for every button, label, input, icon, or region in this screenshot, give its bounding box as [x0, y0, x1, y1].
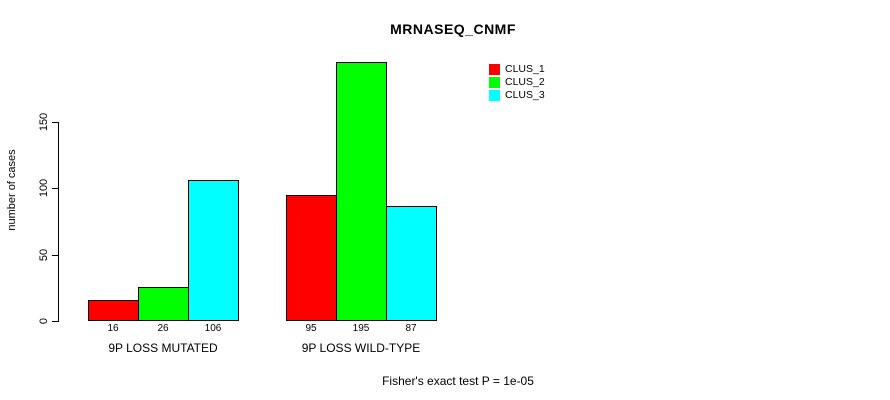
bar-value-label: 106 [204, 323, 222, 334]
bar-clus_2-1 [138, 286, 189, 321]
legend-label: CLUS_1 [505, 63, 545, 75]
annotation-text: Fisher's exact test P = 1e-05 [382, 374, 534, 388]
legend-label: CLUS_3 [505, 89, 545, 101]
bar-clus_2-2 [336, 62, 387, 321]
bar-value-label: 16 [107, 323, 119, 334]
bar-clus_3-2 [386, 205, 437, 321]
y-tick-mark [52, 122, 58, 123]
chart-title: MRNASEQ_CNMF [390, 21, 516, 37]
legend-label: CLUS_2 [505, 76, 545, 88]
y-tick-mark [52, 254, 58, 256]
y-tick-mark [52, 321, 58, 322]
bar-clus_1-1 [88, 299, 139, 321]
bar-value-label: 95 [305, 323, 317, 334]
bar-clus_3-1 [188, 180, 239, 321]
bar-value-label: 87 [405, 323, 417, 334]
y-tick-label: 150 [38, 112, 50, 132]
y-tick-mark [52, 188, 58, 190]
legend: CLUS_1 CLUS_2 CLUS_3 [489, 63, 545, 102]
y-tick-label: 100 [38, 179, 50, 198]
y-axis-line [58, 122, 59, 322]
y-tick-label: 50 [38, 248, 50, 261]
bar-clus_1-2 [286, 194, 337, 321]
legend-item-clus_2: CLUS_2 [489, 76, 545, 89]
y-tick-label: 0 [38, 317, 50, 325]
legend-swatch [489, 64, 500, 75]
category-label: 9P LOSS MUTATED [108, 341, 218, 355]
bar-value-label: 195 [352, 323, 370, 334]
category-label: 9P LOSS WILD-TYPE [301, 341, 421, 355]
legend-swatch [489, 77, 500, 88]
legend-swatch [489, 90, 500, 101]
legend-item-clus_3: CLUS_3 [489, 89, 545, 102]
bar-value-label: 26 [157, 323, 169, 334]
y-axis-label: number of cases [6, 149, 18, 231]
legend-item-clus_1: CLUS_1 [489, 63, 545, 76]
